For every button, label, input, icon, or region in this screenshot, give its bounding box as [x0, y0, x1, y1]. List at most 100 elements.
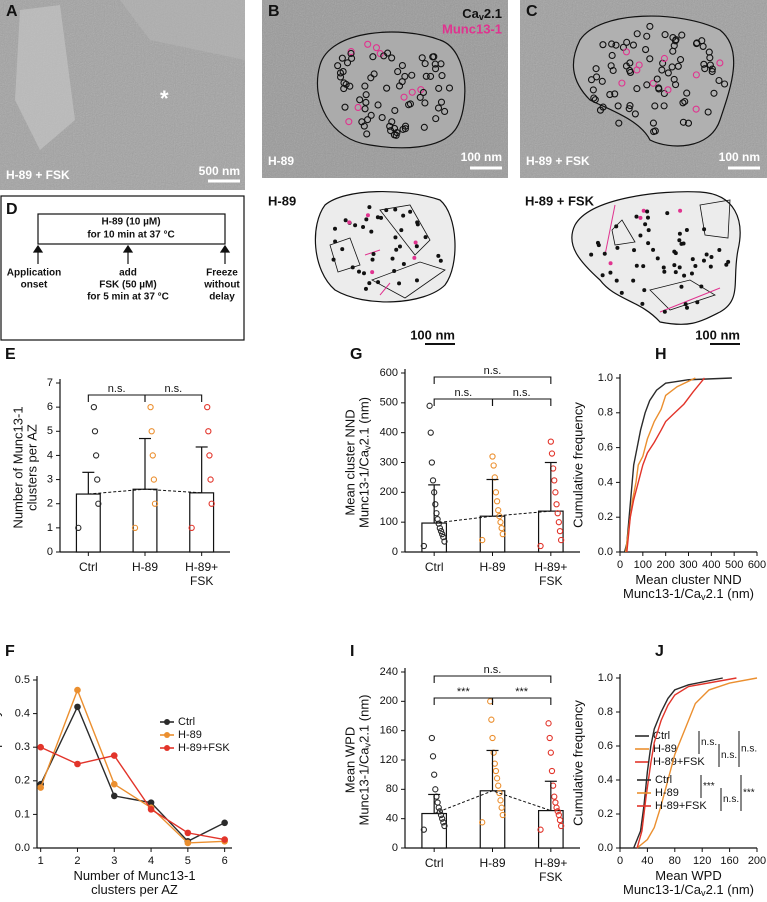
- particle: [376, 50, 384, 58]
- data-point: [92, 452, 100, 459]
- particle: [661, 31, 669, 39]
- timeline-box: [37, 213, 226, 245]
- particle: [589, 86, 597, 94]
- y-tick-label: 200: [380, 695, 398, 707]
- data-point: [428, 734, 436, 742]
- data-point: [420, 826, 428, 833]
- data-point: [492, 767, 500, 775]
- data-point: [551, 477, 558, 484]
- stat-label: ***: [743, 788, 755, 799]
- legend-cav-part: 2.1: [484, 6, 502, 21]
- particle: [642, 46, 650, 54]
- particle: [343, 59, 352, 67]
- particle: [369, 53, 377, 61]
- mean-line: [433, 790, 551, 814]
- panel-letter: G: [350, 346, 362, 363]
- scale-label: 100 nm: [461, 150, 502, 164]
- data-point: [498, 524, 505, 532]
- data-point: [555, 519, 562, 526]
- particle: [655, 84, 663, 92]
- particle: [372, 44, 381, 52]
- particle: [408, 88, 416, 96]
- significance-bracket: [433, 675, 552, 683]
- data-point: [553, 501, 560, 508]
- y-tick-label: 0.2: [598, 808, 613, 820]
- x-tick-label: 300: [679, 559, 697, 571]
- az-outline: [314, 191, 456, 303]
- data-point: [489, 453, 496, 460]
- bar: [537, 809, 564, 849]
- condition-label: H-89 + FSK: [526, 154, 590, 168]
- x-tick-label: 120: [693, 855, 711, 867]
- start-label: onset: [21, 280, 48, 291]
- legend-label: H-89+FSK: [178, 742, 230, 754]
- particle: [721, 80, 729, 88]
- particle: [416, 93, 424, 101]
- data-point: [432, 501, 439, 508]
- particle: [591, 96, 599, 104]
- data-point: [441, 822, 448, 830]
- panel-a: A * H-89 + FSK 500 nm: [0, 0, 245, 190]
- data-point: [479, 536, 486, 544]
- data-point: [150, 476, 158, 483]
- legend-label: H-89+FSK: [653, 756, 705, 768]
- series-marker: [147, 799, 155, 806]
- particle: [634, 214, 639, 219]
- particle: [589, 252, 594, 257]
- data-point: [95, 500, 102, 507]
- y-tick-label: 0.0: [598, 546, 613, 558]
- y-tick-label: 0.0: [598, 842, 613, 854]
- particle: [391, 106, 399, 115]
- particle: [661, 265, 666, 270]
- particle: [684, 305, 689, 310]
- arrows: [32, 244, 231, 264]
- particle: [348, 54, 356, 62]
- particle: [341, 103, 349, 111]
- data-point: [545, 720, 552, 727]
- y-axis-label-part: Mean cluster NND: [343, 409, 358, 515]
- data-point: [492, 489, 500, 496]
- particle: [376, 280, 381, 285]
- particle: [618, 79, 626, 87]
- y-axis-label: Number of Munc13-1: [11, 406, 26, 528]
- legend-label: H-89: [655, 787, 679, 799]
- particle: [706, 61, 714, 69]
- x-tick-label-part: H-89+: [534, 560, 567, 574]
- particle: [434, 104, 443, 112]
- data-point: [499, 811, 506, 819]
- significance-bracket: [87, 394, 146, 402]
- bar: [479, 790, 506, 849]
- particle: [650, 128, 658, 136]
- bar: [75, 493, 101, 553]
- particle: [678, 208, 683, 213]
- particle: [646, 241, 651, 246]
- data-point: [91, 428, 99, 435]
- particle: [683, 89, 691, 97]
- data-point: [552, 799, 559, 806]
- particle: [614, 224, 619, 229]
- particle: [717, 248, 722, 253]
- data-point: [498, 804, 505, 811]
- y-axis-label-part: Munc13-1/Ca: [357, 747, 372, 826]
- particle: [677, 231, 682, 236]
- particle: [401, 125, 409, 133]
- y-tick-label: 0.5: [15, 674, 30, 686]
- particle: [638, 233, 643, 238]
- y-tick-label: 0.0: [15, 842, 30, 854]
- particle: [340, 247, 345, 252]
- data-point: [204, 403, 211, 411]
- x-axis-label-part: 2.1 (nm): [706, 882, 754, 897]
- series-line: [623, 377, 732, 553]
- particle: [672, 81, 680, 89]
- em-feature: [15, 5, 75, 150]
- x-tick-label: FSK: [539, 574, 562, 588]
- cluster-hull: [699, 199, 731, 239]
- scale-label: 100 nm: [719, 150, 760, 164]
- particle: [438, 72, 446, 80]
- schematic-title: H-89 + FSK: [525, 193, 595, 208]
- x-tick-label: 40: [641, 855, 653, 867]
- particle: [334, 62, 342, 70]
- panel-c: C H-89 + FSK 100 nm: [520, 0, 767, 178]
- particle: [343, 218, 348, 223]
- data-point: [207, 476, 214, 483]
